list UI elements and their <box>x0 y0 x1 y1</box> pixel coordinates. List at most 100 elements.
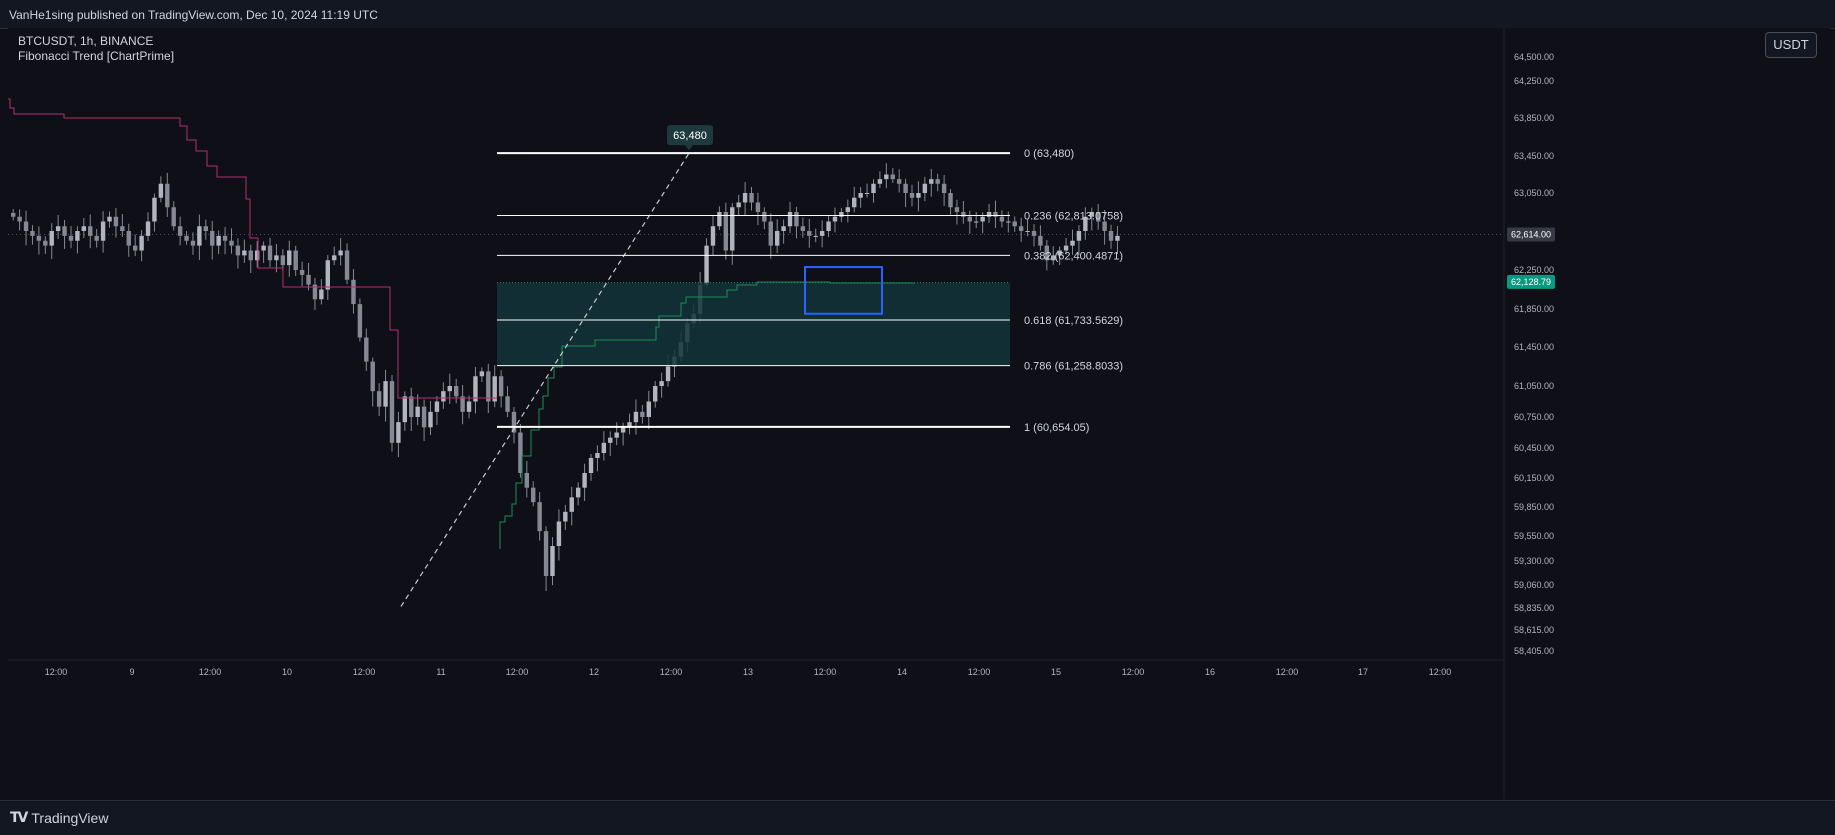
candle-body <box>659 381 664 386</box>
candle-body <box>633 411 639 423</box>
candle-body <box>344 250 350 280</box>
candle-body <box>43 240 48 246</box>
candle-body <box>242 250 247 256</box>
candle-body <box>364 337 369 362</box>
x-tick-label: 14 <box>897 667 907 677</box>
candle-body <box>1057 250 1062 256</box>
candle-body <box>807 231 812 236</box>
candle-body <box>511 411 517 433</box>
candle-body <box>332 255 337 261</box>
candle-body <box>999 216 1005 222</box>
candle-body <box>81 226 87 231</box>
candle-body <box>126 231 131 246</box>
candle-body <box>588 458 594 473</box>
y-tick-label: 58,405.00 <box>1514 646 1554 656</box>
candle-body <box>100 221 106 241</box>
candle-body <box>94 235 99 241</box>
candle-body <box>197 226 202 246</box>
candle-body <box>518 432 523 473</box>
candle-body <box>421 406 427 428</box>
y-tick-label: 61,050.00 <box>1514 381 1554 391</box>
trend-price-label: 62,128.79 <box>1511 277 1551 287</box>
y-tick-label: 60,450.00 <box>1514 443 1554 453</box>
candle-body <box>1063 245 1069 251</box>
y-tick-label: 60,750.00 <box>1514 412 1554 422</box>
candle-body <box>736 202 741 208</box>
y-tick-label: 58,835.00 <box>1514 603 1554 613</box>
candle-body <box>376 391 382 407</box>
candle-body <box>389 381 395 443</box>
candle-body <box>974 221 979 223</box>
upper-trend-line <box>8 98 497 399</box>
candle-body <box>537 502 542 532</box>
candle-body <box>929 179 934 184</box>
candle-body <box>319 289 324 300</box>
candle-body <box>132 245 138 251</box>
x-tick-label: 13 <box>743 667 753 677</box>
candle-body <box>447 386 452 392</box>
fib-level-label-0: 0 (63,480) <box>1024 148 1074 160</box>
x-tick-label: 17 <box>1358 667 1368 677</box>
candle-body <box>730 207 735 251</box>
candle-body <box>55 226 61 231</box>
candle-body <box>742 193 748 203</box>
candle-body <box>409 396 414 417</box>
candle-body <box>858 193 863 198</box>
candle-body <box>287 250 292 266</box>
candle-body <box>614 432 619 438</box>
candle-body <box>1018 226 1024 231</box>
candle-body <box>492 376 497 402</box>
x-tick-label: 15 <box>1051 667 1061 677</box>
candle-body <box>550 546 555 576</box>
x-tick-label: 10 <box>282 667 292 677</box>
candle-body <box>826 221 831 231</box>
candle-body <box>941 183 947 193</box>
candle-body <box>312 284 318 300</box>
candle-body <box>274 255 279 261</box>
candle-body <box>351 279 356 305</box>
candle-body <box>524 473 530 488</box>
candle-body <box>428 411 433 428</box>
candle-body <box>396 422 401 443</box>
candle-body <box>813 235 818 237</box>
chart-legend: BTCUSDT, 1h, BINANCE Fibonacci Trend [Ch… <box>18 34 174 64</box>
candle-body <box>486 371 491 402</box>
candle-body <box>23 221 29 231</box>
candle-body <box>1012 221 1017 227</box>
tradingview-logo-icon: TV <box>10 810 28 826</box>
fib-zone <box>497 282 1010 366</box>
candle-body <box>794 212 799 227</box>
candle-body <box>755 202 761 212</box>
candle-body <box>890 174 895 180</box>
candle-body <box>184 235 189 241</box>
candle-body <box>1044 245 1050 261</box>
candle-body <box>575 487 581 498</box>
y-tick-label: 63,050.00 <box>1514 188 1554 198</box>
candle-body <box>640 411 645 417</box>
highlight-box <box>804 266 883 315</box>
x-tick-label: 16 <box>1205 667 1215 677</box>
candle-body <box>88 226 93 236</box>
candle-body <box>299 270 305 275</box>
brand-name: TradingView <box>31 810 109 826</box>
candle-body <box>210 231 215 246</box>
candle-body <box>646 401 651 417</box>
candle-body <box>980 216 985 222</box>
fib-level-label-0.786: 0.786 (61,258.8033) <box>1024 361 1123 373</box>
candle-body <box>800 226 806 231</box>
currency-button[interactable]: USDT <box>1765 32 1817 58</box>
candle-body <box>819 231 825 236</box>
candle-body <box>113 216 119 227</box>
x-tick-label: 12:00 <box>660 667 683 677</box>
tradingview-brand[interactable]: TV TradingView <box>10 810 108 826</box>
chart-canvas[interactable]: 0 (63,480) 0.236 (62,813.0758) 0.382 (62,4… <box>8 28 1830 799</box>
chart-area[interactable]: 0 (63,480) 0.236 (62,813.0758) 0.382 (62,4… <box>8 28 1830 799</box>
current-price-label: 62,614.00 <box>1511 230 1551 240</box>
candle-body <box>505 396 510 412</box>
candle-body <box>543 531 549 576</box>
candle-body <box>1051 255 1056 261</box>
y-tick-label: 63,450.00 <box>1514 151 1554 161</box>
candle-body <box>582 473 587 488</box>
candle-body <box>620 427 626 433</box>
x-tick-label: 9 <box>129 667 134 677</box>
